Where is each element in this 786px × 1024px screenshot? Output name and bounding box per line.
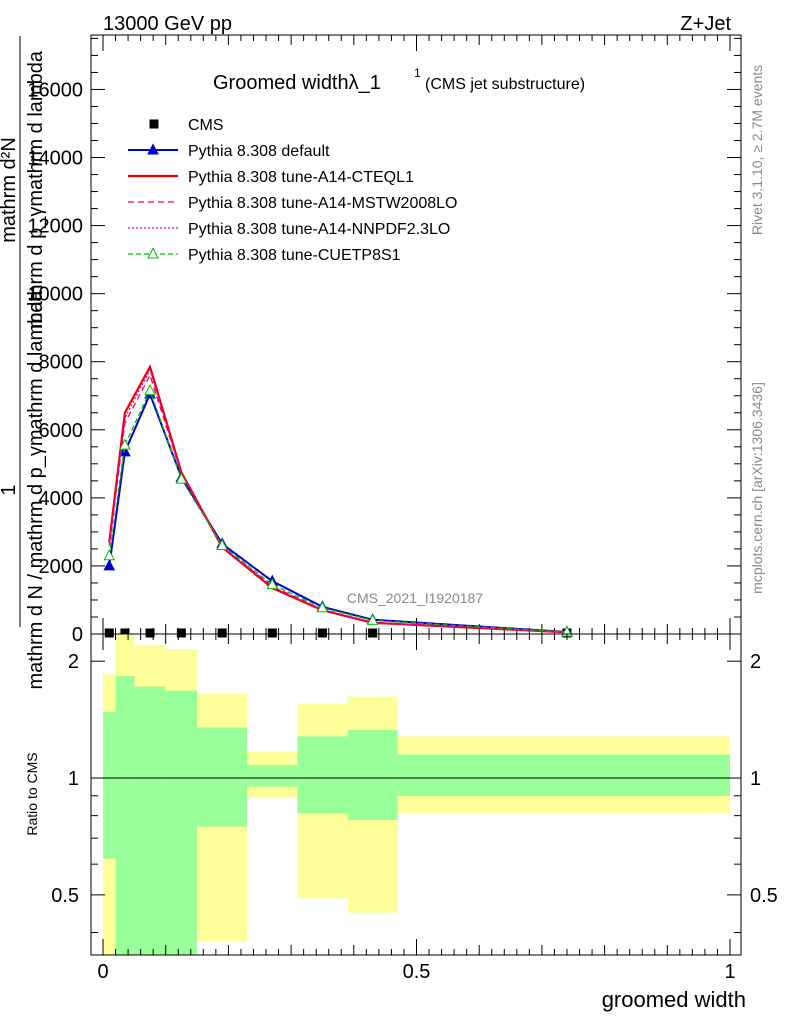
y-tick-label: 0 <box>72 624 83 646</box>
data-point <box>147 143 159 155</box>
legend-item: Pythia 8.308 tune-A14-NNPDF2.3LO <box>128 221 450 238</box>
rivet-label: Rivet 3.1.10, ≥ 2.7M events <box>749 65 765 235</box>
y-tick-label: 8000 <box>39 352 84 374</box>
ratio-band-green <box>397 754 730 796</box>
data-point <box>316 601 329 613</box>
data-point <box>120 628 130 638</box>
series-line <box>108 373 568 633</box>
y-tick-label: 14000 <box>27 148 83 170</box>
data-point <box>216 538 228 551</box>
series-5 <box>103 384 573 637</box>
x-axis-label: groomed width <box>602 987 746 1012</box>
data-point <box>368 628 378 638</box>
mcplots-label: mcplots.cern.ch [arXiv:1306.3436] <box>749 382 765 594</box>
series-line <box>108 363 568 634</box>
analysis-watermark: CMS_2021_I1920187 <box>347 590 483 606</box>
chart-title-superscript: 1 <box>414 66 421 80</box>
legend-item: Pythia 8.308 tune-A14-CTEQL1 <box>128 169 414 186</box>
legend-item: Pythia 8.308 tune-A14-MSTW2008LO <box>128 195 457 212</box>
y-tick-label: 10000 <box>27 284 83 306</box>
y-axis-label: mathrm d²N mathrm d p_γmathrm d lambda 1… <box>0 36 47 690</box>
y-tick-label: 12000 <box>27 216 83 238</box>
series-3 <box>108 373 568 633</box>
ratio-band-green <box>165 690 198 955</box>
ratio-band-green <box>247 765 298 787</box>
series-4 <box>108 368 568 633</box>
header-left-label: 13000 GeV pp <box>103 13 232 35</box>
ratio-band-green <box>103 711 116 859</box>
ratio-y-tick-label: 1 <box>68 768 79 790</box>
ratio-band-green <box>297 736 348 814</box>
legend-label: Pythia 8.308 default <box>188 143 330 160</box>
main-y-ticks: 0 2000 4000 6000 8000 10000 12000 14000 16000 <box>27 37 741 646</box>
x-tick-label: 1 <box>724 961 735 983</box>
ratio-band-green <box>197 727 248 827</box>
ratio-band-green <box>347 729 398 820</box>
data-point <box>217 628 227 638</box>
data-point <box>119 445 131 457</box>
main-x-ticks <box>102 35 731 634</box>
ratio-y-tick-label-right: 0.5 <box>750 885 778 907</box>
legend-label: Pythia 8.308 tune-A14-CTEQL1 <box>188 169 414 186</box>
ratio-x-ticks: 0 0.5 1 <box>97 634 736 983</box>
data-point <box>176 628 186 638</box>
legend-item: CMS <box>149 117 224 134</box>
legend-label: Pythia 8.308 tune-CUETP8S1 <box>188 247 401 264</box>
y-label-bottom: mathrm d N / mathrm d p_γmathrm d lambda <box>25 290 47 690</box>
y-tick-label: 2000 <box>39 556 84 578</box>
data-point <box>147 247 159 259</box>
legend-label: Pythia 8.308 tune-A14-MSTW2008LO <box>188 195 457 212</box>
data-point <box>104 628 114 638</box>
chart-subtitle: (CMS jet substructure) <box>425 76 585 93</box>
ratio-y-tick-label: 2 <box>68 651 79 673</box>
main-series <box>103 363 573 638</box>
ratio-band-green <box>134 686 166 955</box>
legend-label: CMS <box>188 117 224 134</box>
ratio-band-green <box>115 676 135 955</box>
data-point <box>266 578 279 590</box>
ratio-bands <box>103 634 730 955</box>
ratio-y-tick-label: 0.5 <box>51 885 79 907</box>
y-label-numerator: mathrm d²N <box>0 137 20 243</box>
y-label-denominator: mathrm d p_γmathrm d lambda <box>25 50 47 329</box>
data-point <box>175 472 188 484</box>
y-tick-label: 16000 <box>27 79 83 101</box>
legend: CMS Pythia 8.308 default Pythia 8.308 tune… <box>128 117 457 264</box>
y-tick-label: 4000 <box>39 488 84 510</box>
x-tick-label: 0.5 <box>403 961 431 983</box>
data-point <box>103 559 116 571</box>
data-point <box>145 628 155 638</box>
ratio-y-label: Ratio to CMS <box>24 752 40 835</box>
ratio-y-tick-label-right: 1 <box>750 768 761 790</box>
x-tick-label: 0 <box>97 961 108 983</box>
data-point <box>267 628 277 638</box>
header-right-label: Z+Jet <box>680 13 731 35</box>
main-plot: 0 2000 4000 6000 8000 10000 12000 14000 16000 Gr… <box>0 34 742 690</box>
data-point <box>317 628 327 638</box>
data-point <box>149 119 159 129</box>
chart-title: Groomed widthλ_1 <box>213 72 381 94</box>
series-line <box>108 391 568 633</box>
legend-item: Pythia 8.308 tune-CUETP8S1 <box>128 247 401 264</box>
series-2 <box>108 363 568 634</box>
data-point <box>366 613 379 625</box>
y-tick-label: 6000 <box>39 420 84 442</box>
series-line <box>108 388 568 633</box>
series-1 <box>103 387 573 637</box>
legend-item: Pythia 8.308 default <box>128 143 330 160</box>
ratio-y-ticks: 0.5 0.5 1 1 2 2 <box>51 651 778 933</box>
legend-label: Pythia 8.308 tune-A14-NNPDF2.3LO <box>188 221 450 238</box>
data-point <box>119 438 131 450</box>
series-line <box>108 368 568 633</box>
ratio-plot: 0.5 0.51 12 2 0 0.5 1 Ratio to CMS groomed wi… <box>24 633 778 1012</box>
data-point <box>103 549 116 561</box>
y-label-one: 1 <box>0 484 20 495</box>
ratio-y-tick-label-right: 2 <box>750 651 761 673</box>
data-point <box>144 384 156 396</box>
